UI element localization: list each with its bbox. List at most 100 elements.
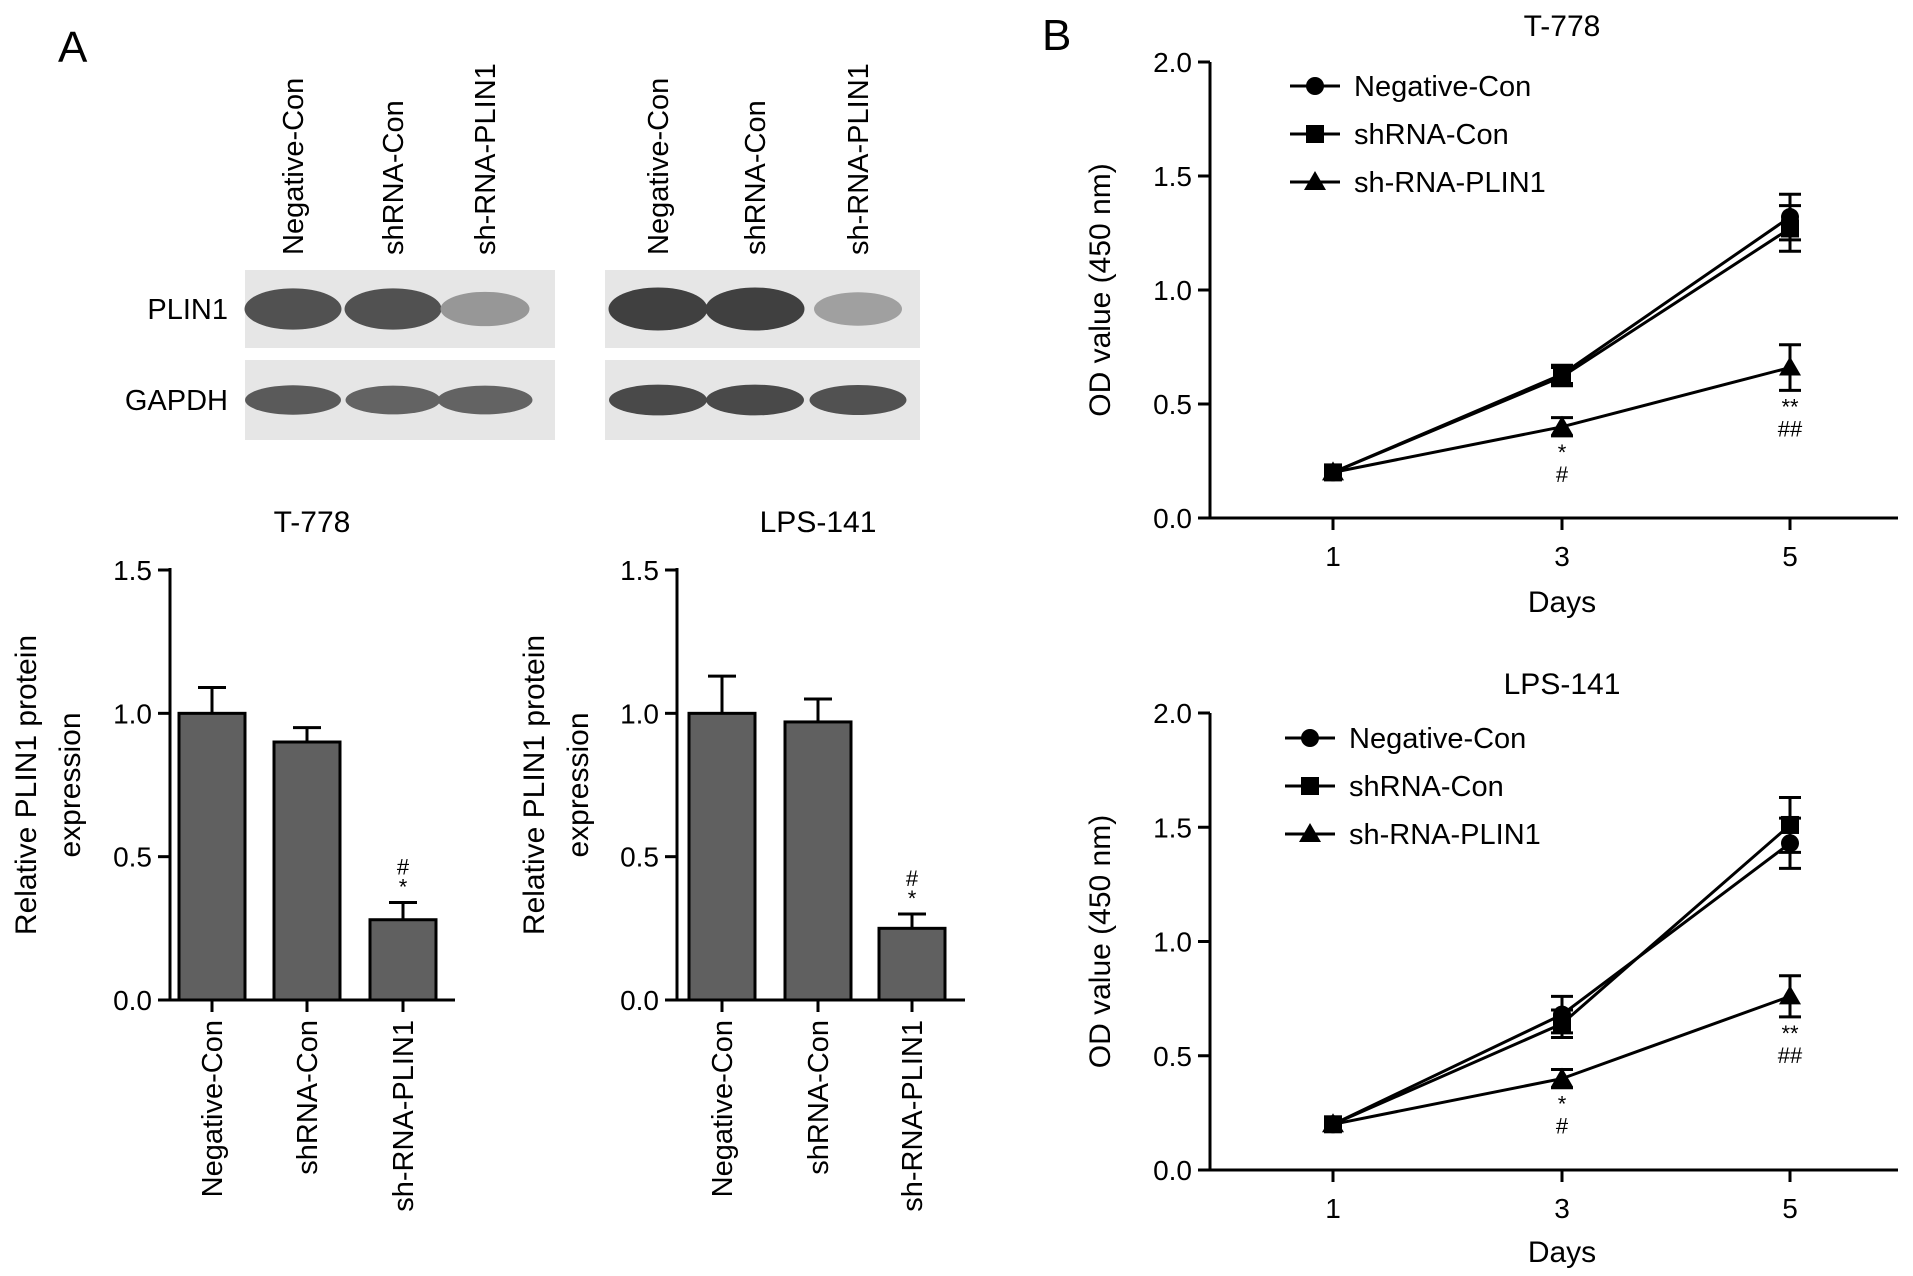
legend-label: shRNA-Con (1349, 771, 1504, 803)
y-tick-label: 0.0 (113, 985, 152, 1016)
bar (783, 720, 853, 1002)
y-axis-label: OD value (450 nm) (1084, 815, 1117, 1068)
bar (272, 740, 342, 1002)
x-tick-label: Negative-Con (197, 1020, 229, 1197)
x-tick-label: 3 (1554, 1193, 1570, 1224)
y-tick-label: 2.0 (1153, 47, 1192, 78)
y-tick-label: 0.5 (1153, 389, 1192, 420)
x-tick-label: sh-RNA-PLIN1 (897, 1020, 929, 1212)
data-point-square (1553, 367, 1571, 386)
y-tick-label: 1.0 (1153, 275, 1192, 306)
gapdh-band (809, 384, 907, 416)
data-point-square (1781, 815, 1799, 834)
y-tick-label: 1.0 (113, 698, 152, 729)
line-chart-lps141: LPS-141 OD value (450 nm) Days 0.0 0.5 1.0 1.5… (1084, 668, 1898, 1269)
y-tick-label: 1.0 (620, 698, 659, 729)
legend-label: Negative-Con (1354, 71, 1531, 103)
bar-chart-t778: T-778 Relative PLIN1 protein expression 0.0… (10, 506, 455, 1212)
blot-lane-label: shRNA-Con (378, 100, 410, 255)
significance-mark: * (1558, 440, 1567, 465)
significance-mark: * (1558, 1092, 1567, 1117)
y-tick-label: 0.5 (1153, 1041, 1192, 1072)
y-tick-label: 0.5 (113, 842, 152, 873)
y-axis-label: Relative PLIN1 protein (10, 635, 43, 935)
line-chart-t778: T-778 OD value (450 nm) Days 0.0 0.5 1.0 1.5 2.… (1084, 10, 1898, 619)
western-blot: Negative-Con shRNA-Con sh-RNA-PLIN1 Negativ… (125, 63, 920, 440)
x-tick-label: shRNA-Con (803, 1020, 835, 1175)
data-point-square (1306, 125, 1324, 143)
plin1-band (814, 292, 902, 326)
blot-lane-label: sh-RNA-PLIN1 (843, 63, 875, 255)
data-point-triangle (1322, 461, 1344, 481)
y-tick-label: 0.0 (620, 985, 659, 1016)
data-point-triangle (1779, 356, 1801, 376)
significance-mark: # (1556, 462, 1569, 487)
y-tick-label: 0.0 (1153, 503, 1192, 534)
x-axis-label: Days (1528, 1236, 1596, 1269)
significance-mark: ** (1781, 394, 1799, 419)
data-point-triangle (1322, 1113, 1344, 1133)
y-tick-label: 1.5 (620, 555, 659, 586)
plin1-band (608, 287, 708, 331)
x-tick-label: 3 (1554, 541, 1570, 572)
data-point-square (1301, 777, 1319, 795)
y-axis-label: expression (54, 712, 87, 857)
data-point-circle (1306, 77, 1324, 95)
gapdh-band (706, 384, 804, 416)
significance-mark: * (908, 886, 917, 911)
x-tick-label: 1 (1325, 541, 1341, 572)
blot-lane-label: Negative-Con (643, 78, 675, 255)
significance-mark: # (1556, 1114, 1569, 1139)
gapdh-band (245, 385, 341, 415)
y-tick-label: 1.0 (1153, 927, 1192, 958)
plin1-band (244, 288, 342, 330)
gapdh-band (609, 384, 707, 416)
data-point-square (1553, 1014, 1571, 1033)
legend-label: shRNA-Con (1354, 119, 1509, 151)
bar (687, 711, 757, 1002)
y-tick-label: 1.5 (113, 555, 152, 586)
chart-title: T-778 (1524, 10, 1601, 43)
bar-chart-lps141: LPS-141 Relative PLIN1 protein expression 0… (518, 506, 965, 1212)
chart-title: T-778 (274, 506, 351, 539)
data-point-square (1781, 219, 1799, 238)
x-tick-label: shRNA-Con (292, 1020, 324, 1175)
x-tick-label: Negative-Con (707, 1020, 739, 1197)
y-tick-label: 0.5 (620, 842, 659, 873)
panel-a-label: A (58, 23, 88, 72)
plin1-band (344, 288, 442, 330)
y-axis-label: OD value (450 nm) (1084, 163, 1117, 416)
significance-mark: * (399, 875, 408, 900)
y-tick-label: 2.0 (1153, 698, 1192, 729)
data-point-circle (1301, 729, 1319, 747)
y-tick-label: 1.5 (1153, 812, 1192, 843)
panel-b-label: B (1042, 11, 1071, 60)
plin1-band (440, 291, 530, 327)
x-tick-label: 5 (1782, 1193, 1798, 1224)
gapdh-band (345, 385, 441, 415)
data-point-triangle (1779, 985, 1801, 1005)
x-tick-label: 1 (1325, 1193, 1341, 1224)
data-point-triangle (1299, 823, 1321, 842)
significance-mark: ** (1781, 1021, 1799, 1046)
gapdh-row-label: GAPDH (125, 385, 228, 417)
y-axis-label: Relative PLIN1 protein (518, 635, 551, 935)
significance-mark: ## (1778, 1043, 1803, 1068)
x-tick-label: 5 (1782, 541, 1798, 572)
legend-label: Negative-Con (1349, 723, 1526, 755)
blot-lane-label: Negative-Con (278, 78, 310, 255)
y-tick-label: 1.5 (1153, 161, 1192, 192)
plin1-band (705, 287, 805, 331)
blot-lane-label: shRNA-Con (740, 100, 772, 255)
data-point-triangle (1551, 415, 1573, 435)
data-point-triangle (1304, 171, 1326, 190)
significance-mark: ## (1778, 416, 1803, 441)
bar (177, 711, 247, 1002)
gapdh-band (437, 385, 533, 415)
chart-title: LPS-141 (1504, 668, 1621, 701)
chart-title: LPS-141 (760, 506, 877, 539)
x-tick-label: sh-RNA-PLIN1 (388, 1020, 420, 1212)
significance-mark: # (397, 855, 410, 880)
bar (368, 918, 438, 1002)
